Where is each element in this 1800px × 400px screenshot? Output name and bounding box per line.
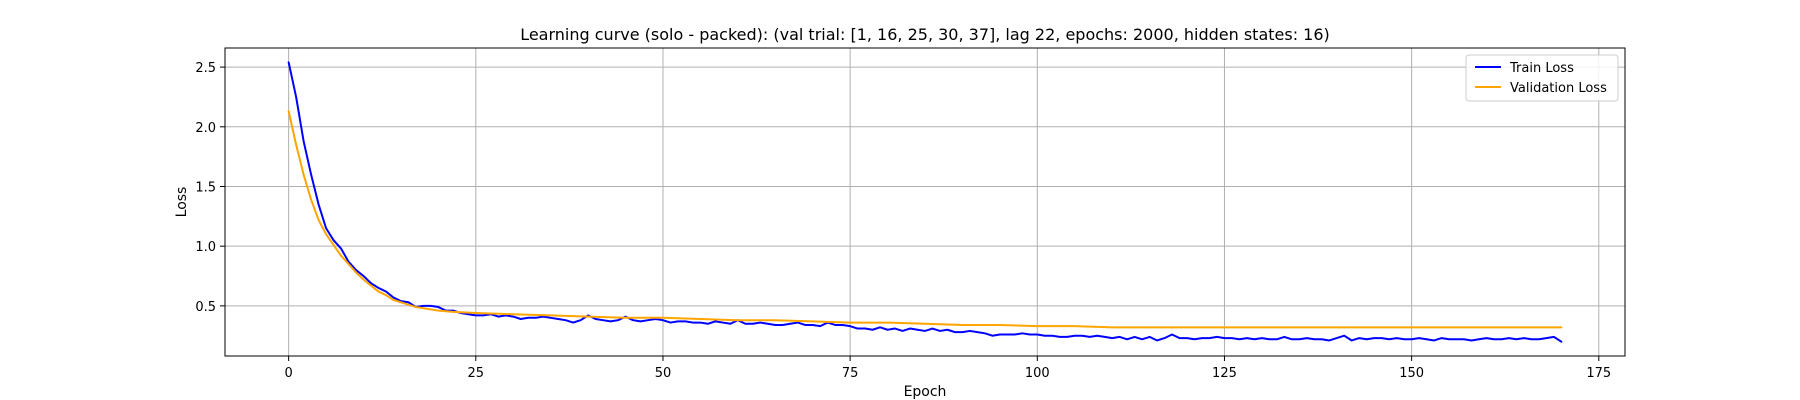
legend: Train Loss Validation Loss [1465, 54, 1619, 102]
y-tick-label: 2.0 [195, 121, 216, 136]
x-tick-label: 125 [1212, 366, 1237, 381]
legend-train-label: Train Loss [1509, 61, 1574, 76]
y-axis-label: Loss [174, 187, 190, 218]
y-axis: 0.5 1.0 1.5 2.0 2.5 [195, 61, 225, 315]
x-tick-label: 150 [1399, 366, 1424, 381]
y-tick-label: 1.5 [195, 180, 216, 195]
validation-loss-line [287, 110, 1563, 329]
chart-title: Learning curve (solo - packed): (val tri… [520, 25, 1330, 44]
x-tick-label: 0 [284, 366, 292, 381]
x-axis: 0 25 50 75 100 125 150 175 [284, 356, 1611, 381]
x-tick-label: 75 [842, 366, 859, 381]
plot-area [287, 61, 1563, 343]
x-tick-label: 175 [1586, 366, 1611, 381]
x-axis-label: Epoch [904, 384, 947, 400]
plot-frame [224, 47, 1626, 357]
y-tick-label: 2.5 [195, 61, 216, 76]
train-loss-line [287, 61, 1563, 343]
y-tick-label: 1.0 [195, 240, 216, 255]
x-tick-label: 100 [1025, 366, 1050, 381]
y-tick-label: 0.5 [195, 300, 216, 315]
legend-box [1465, 54, 1619, 102]
x-tick-label: 50 [655, 366, 672, 381]
legend-validation-label: Validation Loss [1510, 81, 1607, 96]
series-layer [287, 61, 1563, 343]
x-tick-label: 25 [468, 366, 485, 381]
